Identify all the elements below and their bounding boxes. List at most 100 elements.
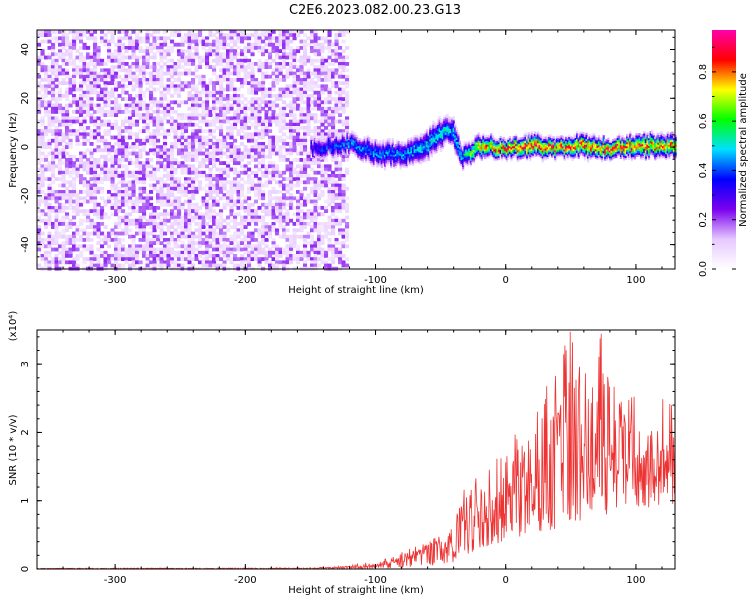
spectrogram-cell xyxy=(68,161,73,165)
spectrogram-cell xyxy=(345,154,350,159)
spectrogram-cell xyxy=(382,143,385,146)
spectrogram-cell xyxy=(303,42,308,47)
spectrogram-cell xyxy=(65,225,70,229)
spectrogram-cell xyxy=(180,263,185,268)
spectrogram-cell xyxy=(72,209,77,213)
spectrogram-cell xyxy=(254,129,259,133)
spectrogram-cell xyxy=(247,151,252,156)
spectrogram-cell xyxy=(131,199,136,204)
spectrogram-cell xyxy=(310,135,313,139)
spectrogram-cell xyxy=(170,126,175,130)
spectrogram-cell xyxy=(319,149,322,153)
spectrogram-cell xyxy=(58,103,63,108)
spectrogram-cell xyxy=(86,110,91,114)
spectrogram-cell xyxy=(285,39,290,44)
spectrogram-cell xyxy=(65,158,70,162)
spectrogram-cell xyxy=(103,42,108,47)
spectrogram-cell xyxy=(324,180,329,185)
spectrogram-cell xyxy=(117,42,122,47)
spectrogram-cell xyxy=(324,136,327,139)
spectrogram-cell xyxy=(86,183,91,188)
spectrogram-cell xyxy=(331,58,336,63)
spectrogram-cell xyxy=(317,90,322,95)
spectrogram-cell xyxy=(47,110,52,114)
spectrogram-cell xyxy=(159,36,164,41)
spectrogram-cell xyxy=(306,209,311,213)
spectrogram-cell xyxy=(184,167,189,172)
spectrogram-cell xyxy=(54,196,59,201)
spectrogram-cell xyxy=(58,218,63,223)
spectrogram-cell xyxy=(282,215,287,220)
spectrogram-cell xyxy=(329,144,332,147)
spectrogram-cell xyxy=(310,180,315,185)
spectrogram-cell xyxy=(320,49,325,53)
spectrogram-cell xyxy=(347,137,351,141)
spectrogram-cell xyxy=(327,39,332,44)
spectrogram-cell xyxy=(54,209,59,213)
spectrogram-cell xyxy=(208,174,213,178)
spectrogram-cell xyxy=(79,71,84,76)
spectrogram-cell xyxy=(205,100,210,105)
spectrogram-cell xyxy=(306,180,311,185)
spectrogram-cell xyxy=(131,250,136,255)
spectrogram-cell xyxy=(107,30,112,34)
spectrogram-cell xyxy=(341,134,344,137)
spectrogram-cell xyxy=(338,177,343,181)
spectrogram-cell xyxy=(205,193,210,197)
spectrogram-cell xyxy=(289,151,294,156)
spectrogram-cell xyxy=(177,263,182,268)
spectrogram-cell xyxy=(61,209,66,213)
spectrogram-cell xyxy=(351,144,354,147)
spectrogram-cell xyxy=(347,139,351,142)
spectrogram-cell xyxy=(331,260,336,265)
spectrogram-cell xyxy=(310,257,315,261)
spectrogram-cell xyxy=(82,110,87,114)
spectrogram-cell xyxy=(334,154,339,159)
spectrogram-cell xyxy=(89,170,94,175)
spectrogram-cell xyxy=(187,36,192,41)
spectrogram-cell xyxy=(117,39,122,44)
spectrogram-cell xyxy=(142,129,147,133)
spectrogram-cell xyxy=(313,206,318,210)
spectrogram-cell xyxy=(194,257,199,261)
spectrogram-cell xyxy=(257,215,262,220)
spectrogram-cell xyxy=(332,140,335,143)
spectrogram-cell xyxy=(243,164,248,169)
spectrogram-cell xyxy=(334,52,339,57)
spectrogram-cell xyxy=(296,46,301,50)
spectrogram-cell xyxy=(93,190,98,194)
spectrogram-cell xyxy=(219,151,224,156)
spectrogram-cell xyxy=(329,146,332,149)
spectrogram-cell xyxy=(61,145,66,149)
spectrogram-cell xyxy=(338,209,343,213)
spectrogram-cell xyxy=(379,161,382,164)
spectrogram-cell xyxy=(312,158,315,161)
spectrogram-cell xyxy=(374,150,377,154)
spectrogram-cell xyxy=(233,126,238,130)
spectrogram-cell xyxy=(261,170,266,175)
spectrogram-cell xyxy=(282,183,287,188)
spectrogram-cell xyxy=(37,151,42,156)
spectrogram-cell xyxy=(96,254,101,258)
spectrogram-cell xyxy=(86,30,91,34)
spectrogram-cell xyxy=(173,42,178,47)
spectrogram-cell xyxy=(327,225,332,229)
spectrogram-cell xyxy=(205,62,210,66)
spectrogram-cell xyxy=(170,238,175,242)
spectrogram-cell xyxy=(324,231,329,236)
spectrogram-cell xyxy=(379,142,382,145)
spectrogram-cell xyxy=(320,260,325,265)
spectrogram-cell xyxy=(376,147,379,151)
spectrogram-cell xyxy=(358,143,362,147)
spectrogram-cell xyxy=(317,103,322,108)
spectrogram-cell xyxy=(271,142,276,146)
spectrogram-cell xyxy=(303,58,308,63)
spectrogram-cell xyxy=(261,62,266,66)
spectrogram-cell xyxy=(163,49,168,53)
spectrogram-cell xyxy=(247,234,252,239)
spectrogram-cell xyxy=(103,161,108,165)
spectrogram-cell xyxy=(368,158,371,161)
spectrogram-cell xyxy=(128,97,133,101)
spectrogram-cell xyxy=(201,161,206,165)
spectrogram-cell xyxy=(208,30,213,34)
